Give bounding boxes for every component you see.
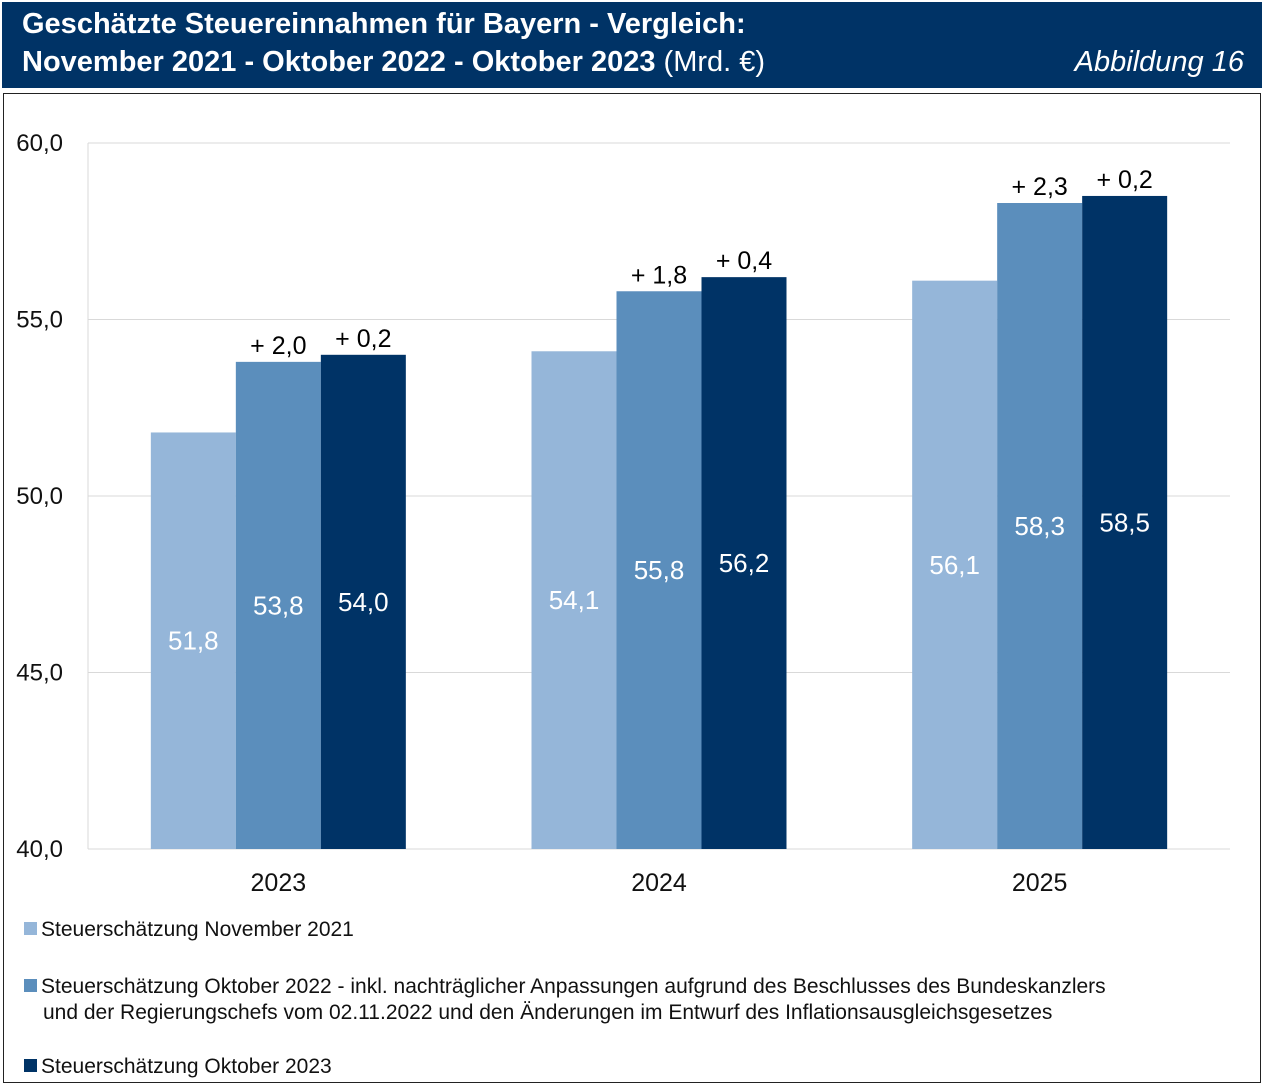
chart-title-period: November 2021 - Oktober 2022 - Oktober 2… (22, 46, 656, 78)
y-tick-label: 40,0 (16, 836, 63, 863)
y-tick-label: 60,0 (16, 130, 63, 157)
legend-swatch-nov2021 (24, 922, 37, 935)
legend-item-okt2022: Steuerschätzung Oktober 2022 - inkl. nac… (24, 972, 1106, 1001)
chart-title-line1: Geschätzte Steuereinnahmen für Bayern - … (22, 8, 746, 40)
data-label: 56,1 (929, 550, 980, 580)
bar (320, 354, 406, 849)
data-label: 54,0 (338, 587, 389, 617)
legend-label-okt2023: Steuerschätzung Oktober 2023 (41, 1055, 332, 1078)
figure-label: Abbildung 16 (1074, 46, 1244, 78)
data-label: 56,2 (719, 548, 770, 578)
data-label: 51,8 (168, 626, 219, 656)
data-label: 54,1 (549, 585, 600, 615)
chart-title-line2: November 2021 - Oktober 2022 - Oktober 2… (22, 46, 765, 79)
diff-label: + 0,2 (335, 325, 391, 353)
legend-label-okt2022-cont: und der Regierungschefs vom 02.11.2022 u… (43, 1001, 1053, 1024)
bar (616, 291, 702, 849)
bar (701, 277, 787, 849)
bar (1082, 195, 1168, 849)
x-tick-label: 2025 (1012, 869, 1068, 897)
y-tick-label: 45,0 (16, 660, 63, 687)
data-label: 58,3 (1014, 511, 1065, 541)
bar (235, 361, 321, 849)
y-tick-label: 50,0 (16, 483, 63, 510)
chart-header: Geschätzte Steuereinnahmen für Bayern - … (2, 2, 1262, 88)
diff-label: + 1,8 (631, 261, 687, 289)
legend-item-okt2023: Steuerschätzung Oktober 2023 (24, 1052, 332, 1081)
data-label: 55,8 (634, 555, 685, 585)
x-tick-label: 2023 (251, 869, 307, 897)
bar-chart: 40,0 45,0 50,0 55,0 60,0 51,8 53,8 + 2,0 54,0 + 0… (16, 130, 1230, 897)
diff-label: + 2,3 (1012, 173, 1068, 201)
y-tick-label: 55,0 (16, 307, 63, 334)
diff-label: + 0,4 (716, 247, 772, 275)
diff-label: + 0,2 (1097, 166, 1153, 194)
bar (912, 280, 998, 849)
data-label: 58,5 (1099, 507, 1150, 537)
chart-title-unit: (Mrd. €) (663, 46, 766, 78)
legend-swatch-okt2022 (24, 979, 37, 992)
legend-label-okt2022: Steuerschätzung Oktober 2022 - inkl. nac… (41, 975, 1106, 998)
bar (531, 351, 617, 849)
data-label: 53,8 (253, 590, 304, 620)
chart-frame (3, 93, 1261, 1083)
x-tick-label: 2024 (631, 869, 687, 897)
bar (997, 203, 1083, 849)
legend-item-okt2022-cont: und der Regierungschefs vom 02.11.2022 u… (43, 998, 1052, 1027)
bar (150, 432, 236, 849)
legend-item-nov2021: Steuerschätzung November 2021 (24, 915, 354, 944)
legend-swatch-okt2023 (24, 1059, 37, 1072)
legend-label-nov2021: Steuerschätzung November 2021 (41, 918, 354, 941)
diff-label: + 2,0 (250, 332, 306, 360)
